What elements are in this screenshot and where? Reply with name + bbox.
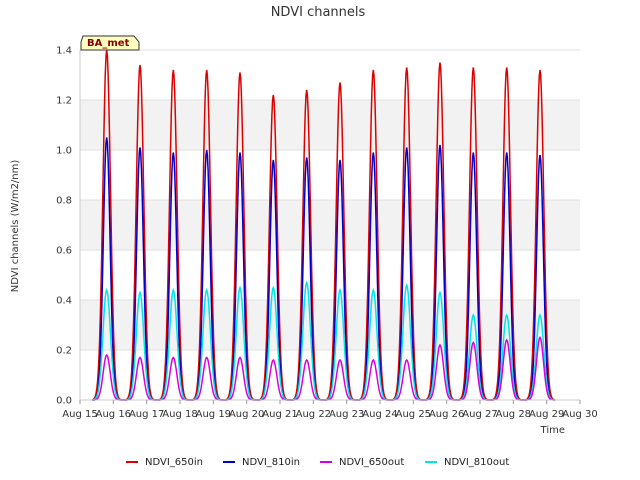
y-tick-label: 1.4 <box>56 46 72 57</box>
legend: NDVI_650in NDVI_810in NDVI_650out NDVI_810o… <box>126 457 509 468</box>
y-tick-label: 1.0 <box>56 146 72 157</box>
y-tick-label: 0.4 <box>56 296 72 307</box>
annotation-badge: BA_met <box>80 35 140 51</box>
y-tick-label: 0.6 <box>56 246 72 257</box>
badge-label: BA_met <box>87 38 130 49</box>
x-tick-label: Aug 27 <box>462 409 497 420</box>
x-tick-label: Aug 29 <box>529 409 564 420</box>
y-tick-label: 0.0 <box>56 396 72 407</box>
x-tick-label: Aug 22 <box>296 409 331 420</box>
x-tick-label: Aug 30 <box>562 409 597 420</box>
x-tick-label: Aug 25 <box>396 409 431 420</box>
x-tick-label: Aug 15 <box>62 409 97 420</box>
x-tick-label: Aug 21 <box>262 409 297 420</box>
grid-band <box>80 200 580 250</box>
x-tick-label: Aug 16 <box>96 409 131 420</box>
x-tick-label: Aug 17 <box>129 409 164 420</box>
legend-label: NDVI_650out <box>339 457 404 468</box>
grid-band <box>80 100 580 150</box>
x-tick-label: Aug 28 <box>496 409 531 420</box>
legend-label: NDVI_810out <box>444 457 509 468</box>
y-tick-label: 0.8 <box>56 196 72 207</box>
legend-label: NDVI_810in <box>242 457 300 468</box>
x-tick-label: Aug 20 <box>229 409 264 420</box>
chart-title: NDVI channels <box>271 5 366 20</box>
x-tick-label: Aug 19 <box>196 409 231 420</box>
x-tick-label: Aug 18 <box>162 409 197 420</box>
x-tick-label: Aug 23 <box>329 409 364 420</box>
legend-label: NDVI_650in <box>145 457 203 468</box>
x-axis-label: Time <box>540 425 565 436</box>
x-tick-label: Aug 24 <box>362 409 397 420</box>
y-tick-label: 1.2 <box>56 96 72 107</box>
y-tick-label: 0.2 <box>56 346 72 357</box>
badge-shape <box>80 35 140 51</box>
grid-band <box>80 300 580 350</box>
x-tick-label: Aug 26 <box>429 409 464 420</box>
y-axis-label: NDVI channels (W/m2/nm) <box>10 160 21 293</box>
